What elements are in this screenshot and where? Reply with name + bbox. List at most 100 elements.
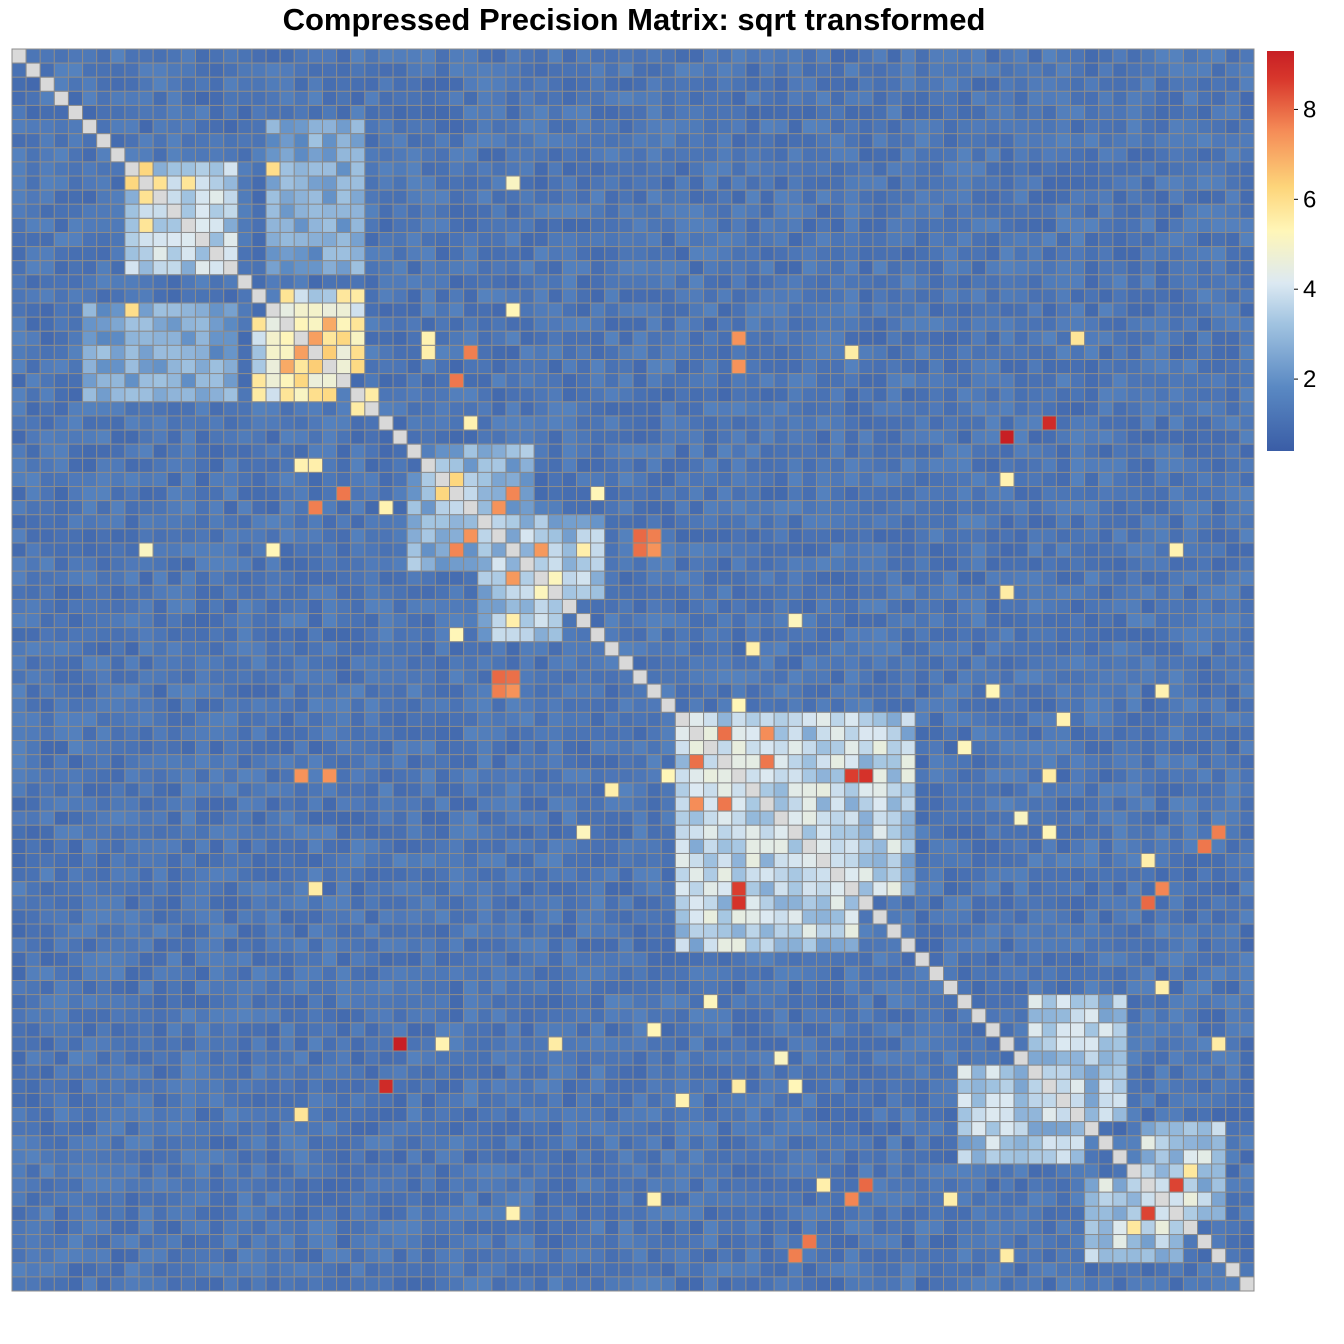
heatmap-cell bbox=[434, 514, 451, 530]
heatmap-cell bbox=[561, 246, 578, 262]
heatmap-cell bbox=[11, 486, 27, 502]
heatmap-cell bbox=[1182, 161, 1199, 177]
heatmap-cell bbox=[632, 288, 648, 304]
heatmap-cell bbox=[209, 161, 225, 177]
heatmap-cell bbox=[1211, 415, 1227, 431]
heatmap-cell bbox=[943, 500, 959, 516]
heatmap-cell bbox=[1013, 330, 1029, 346]
heatmap-cell bbox=[39, 161, 55, 177]
heatmap-cell bbox=[434, 119, 451, 135]
heatmap-cell bbox=[1168, 669, 1184, 685]
heatmap-cell bbox=[491, 133, 507, 149]
heatmap-cell bbox=[110, 725, 126, 742]
heatmap-cell bbox=[604, 824, 620, 840]
heatmap-cell bbox=[1239, 584, 1255, 600]
heatmap-cell bbox=[39, 316, 55, 332]
heatmap-cell bbox=[449, 570, 465, 586]
heatmap-cell bbox=[265, 514, 281, 530]
heatmap-cell bbox=[999, 302, 1015, 318]
heatmap-cell bbox=[872, 189, 888, 205]
heatmap-cell bbox=[96, 147, 112, 163]
heatmap-cell bbox=[152, 457, 168, 473]
heatmap-cell bbox=[590, 810, 606, 826]
heatmap-cell bbox=[378, 725, 394, 742]
heatmap-cell bbox=[674, 76, 690, 92]
heatmap-cell bbox=[152, 429, 168, 445]
heatmap-cell bbox=[1084, 641, 1100, 657]
heatmap-cell bbox=[900, 147, 916, 163]
heatmap-cell bbox=[96, 669, 112, 685]
heatmap-cell bbox=[505, 401, 521, 417]
heatmap-cell bbox=[350, 330, 366, 346]
heatmap-cell bbox=[1154, 316, 1170, 332]
heatmap-cell bbox=[519, 528, 535, 544]
heatmap-cell bbox=[1182, 486, 1199, 502]
heatmap-cell bbox=[209, 768, 225, 784]
heatmap-cell bbox=[350, 598, 366, 615]
heatmap-cell bbox=[1055, 316, 1072, 332]
heatmap-cell bbox=[971, 754, 987, 770]
heatmap-cell bbox=[1182, 740, 1199, 756]
heatmap-cell bbox=[434, 373, 451, 389]
heatmap-cell bbox=[39, 528, 55, 544]
heatmap-cell bbox=[830, 316, 846, 332]
heatmap-cell bbox=[336, 683, 352, 699]
heatmap-cell bbox=[1112, 782, 1128, 798]
heatmap-cell bbox=[971, 90, 987, 106]
heatmap-cell bbox=[646, 373, 662, 389]
heatmap-cell bbox=[674, 401, 690, 417]
heatmap-cell bbox=[180, 683, 196, 699]
heatmap-cell bbox=[1168, 542, 1184, 558]
heatmap-cell bbox=[1239, 471, 1255, 488]
heatmap-cell bbox=[787, 655, 803, 671]
heatmap-cell bbox=[1154, 810, 1170, 826]
heatmap-cell bbox=[858, 584, 874, 600]
heatmap-cell bbox=[745, 429, 761, 445]
heatmap-cell bbox=[830, 697, 846, 713]
heatmap-cell bbox=[688, 838, 705, 854]
heatmap-cell bbox=[279, 429, 295, 445]
heatmap-cell bbox=[279, 514, 295, 530]
heatmap-cell bbox=[604, 754, 620, 770]
heatmap-cell bbox=[25, 500, 41, 516]
heatmap-cell bbox=[322, 344, 338, 361]
heatmap-cell bbox=[1140, 133, 1156, 149]
heatmap-cell bbox=[872, 471, 888, 488]
heatmap-cell bbox=[420, 838, 436, 854]
heatmap-cell bbox=[194, 90, 211, 106]
heatmap-cell bbox=[943, 401, 959, 417]
heatmap-cell bbox=[519, 598, 535, 615]
heatmap-cell bbox=[209, 796, 225, 812]
heatmap-cell bbox=[731, 260, 747, 276]
heatmap-cell bbox=[96, 133, 112, 149]
heatmap-cell bbox=[463, 48, 479, 64]
heatmap-cell bbox=[830, 584, 846, 600]
heatmap-cell bbox=[180, 500, 196, 516]
heatmap-cell bbox=[858, 655, 874, 671]
heatmap-cell bbox=[406, 824, 422, 840]
heatmap-cell bbox=[717, 90, 733, 106]
heatmap-cell bbox=[53, 627, 69, 643]
heatmap-cell bbox=[307, 711, 324, 727]
heatmap-cell bbox=[364, 231, 380, 248]
heatmap-cell bbox=[886, 711, 902, 727]
heatmap-cell bbox=[688, 288, 705, 304]
heatmap-cell bbox=[11, 330, 27, 346]
heatmap-cell bbox=[928, 373, 945, 389]
heatmap-cell bbox=[773, 500, 789, 516]
heatmap-cell bbox=[1225, 711, 1241, 727]
heatmap-cell bbox=[745, 316, 761, 332]
heatmap-cell bbox=[1239, 725, 1255, 742]
heatmap-cell bbox=[646, 231, 662, 248]
heatmap-cell bbox=[717, 133, 733, 149]
heatmap-cell bbox=[251, 514, 267, 530]
heatmap-cell bbox=[745, 302, 761, 318]
heatmap-cell bbox=[604, 514, 620, 530]
heatmap-cell bbox=[491, 711, 507, 727]
heatmap-cell bbox=[265, 62, 281, 78]
heatmap-cell bbox=[322, 76, 338, 92]
heatmap-cell bbox=[251, 401, 267, 417]
heatmap-cell bbox=[985, 754, 1001, 770]
heatmap-cell bbox=[646, 217, 662, 233]
heatmap-cell bbox=[943, 443, 959, 459]
